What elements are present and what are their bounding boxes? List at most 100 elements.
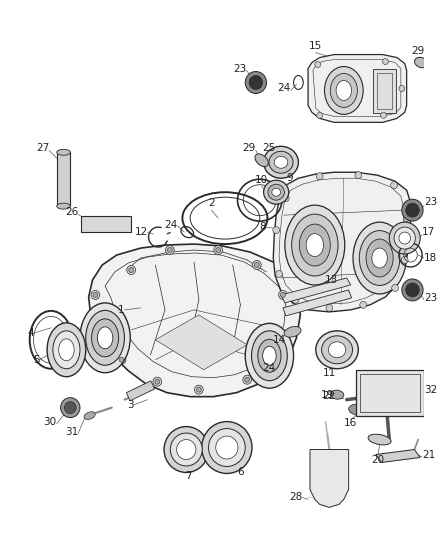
Text: 20: 20 [371,455,384,464]
Circle shape [401,256,408,263]
Text: 29: 29 [412,45,425,55]
Text: 23: 23 [233,63,246,74]
Ellipse shape [177,440,196,459]
Circle shape [399,232,410,244]
Circle shape [119,357,124,362]
Bar [357,370,424,416]
Ellipse shape [263,346,276,365]
Text: 15: 15 [309,41,322,51]
Text: 13: 13 [325,275,338,285]
Ellipse shape [368,434,391,445]
Text: 4: 4 [28,328,35,338]
Circle shape [360,301,367,309]
Circle shape [245,71,266,93]
Ellipse shape [292,214,338,276]
Bar [81,216,131,232]
Ellipse shape [372,248,387,268]
Polygon shape [376,449,420,463]
Circle shape [382,59,389,64]
Text: 7: 7 [185,472,191,481]
Text: 23: 23 [424,197,437,207]
Ellipse shape [57,149,70,155]
Text: 21: 21 [422,449,435,459]
Ellipse shape [97,327,113,349]
Text: 23: 23 [424,293,437,303]
Text: 19: 19 [321,390,334,400]
Ellipse shape [306,233,324,256]
Text: 3: 3 [127,400,134,410]
Ellipse shape [269,151,293,173]
Circle shape [93,293,98,297]
Text: 5: 5 [33,355,39,365]
Ellipse shape [264,147,298,178]
Text: 9: 9 [286,173,293,183]
Ellipse shape [84,412,95,419]
Circle shape [381,112,386,118]
Ellipse shape [415,57,428,68]
Circle shape [245,377,250,382]
Circle shape [276,270,283,278]
Circle shape [196,387,201,392]
Circle shape [274,352,279,357]
Polygon shape [310,449,349,507]
Circle shape [64,402,76,414]
Text: 26: 26 [65,207,78,217]
Ellipse shape [264,180,289,204]
Circle shape [214,246,223,255]
Ellipse shape [208,429,245,466]
Circle shape [326,304,333,311]
Ellipse shape [353,222,406,294]
Ellipse shape [59,339,74,361]
Text: 14: 14 [272,335,286,345]
Circle shape [272,350,280,359]
Circle shape [93,325,102,334]
Circle shape [315,61,321,68]
Circle shape [243,375,251,384]
Text: 6: 6 [237,467,244,478]
Circle shape [399,85,405,92]
Ellipse shape [251,331,287,381]
Ellipse shape [321,336,353,364]
Bar [57,152,70,206]
Ellipse shape [268,184,284,200]
Circle shape [249,76,263,90]
Circle shape [167,247,172,253]
Circle shape [155,379,160,384]
Ellipse shape [349,404,368,415]
Bar [360,374,420,411]
Circle shape [402,199,423,221]
Text: 10: 10 [255,175,268,185]
Bar [126,381,155,401]
Text: 29: 29 [243,143,256,154]
Ellipse shape [202,422,252,473]
Ellipse shape [57,203,70,209]
Ellipse shape [299,224,330,266]
Ellipse shape [336,80,352,100]
Polygon shape [308,54,406,123]
Circle shape [166,246,174,255]
Ellipse shape [216,436,238,459]
Ellipse shape [47,323,86,377]
Circle shape [273,227,279,233]
Circle shape [117,356,126,364]
Text: 2: 2 [208,198,215,208]
Circle shape [391,182,397,189]
Text: 1: 1 [118,305,124,315]
Circle shape [254,263,259,268]
Ellipse shape [325,67,363,115]
Circle shape [317,112,322,118]
Text: 24: 24 [277,84,291,93]
Polygon shape [155,315,247,370]
Circle shape [129,268,134,272]
Ellipse shape [330,74,357,108]
Circle shape [91,290,100,300]
Bar [373,69,396,114]
Ellipse shape [164,426,208,472]
Text: 22: 22 [322,391,335,401]
Text: 18: 18 [424,253,437,263]
Ellipse shape [366,239,393,277]
Ellipse shape [284,327,301,337]
Text: 24: 24 [262,363,275,373]
Text: 17: 17 [422,227,435,237]
Ellipse shape [170,433,202,466]
